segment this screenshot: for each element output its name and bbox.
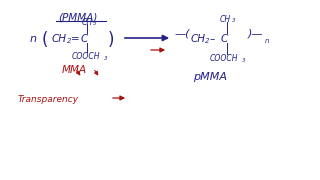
Text: CH: CH <box>220 15 231 24</box>
Text: COOCH: COOCH <box>210 54 238 63</box>
Text: COOCH: COOCH <box>72 52 100 61</box>
Text: C: C <box>81 34 88 44</box>
Text: 3: 3 <box>93 21 97 26</box>
Text: (: ( <box>42 31 48 49</box>
Text: —(: —( <box>175 28 190 38</box>
Text: CH: CH <box>52 34 67 44</box>
Text: CH: CH <box>82 18 93 27</box>
Text: n: n <box>30 34 37 44</box>
Text: 3: 3 <box>232 18 236 23</box>
Text: Transparency: Transparency <box>18 95 79 104</box>
Text: 3: 3 <box>242 58 245 63</box>
Text: pMMA: pMMA <box>193 72 227 82</box>
Text: –: – <box>209 34 214 44</box>
Text: C: C <box>221 34 228 44</box>
Text: ): ) <box>108 31 115 49</box>
Text: CH: CH <box>191 34 206 44</box>
Text: MMA: MMA <box>62 65 87 75</box>
Text: 3: 3 <box>104 56 108 61</box>
Text: 2: 2 <box>67 38 71 44</box>
Text: )—: )— <box>248 28 263 38</box>
Text: (PMMA): (PMMA) <box>58 12 97 22</box>
Text: 2: 2 <box>205 38 210 44</box>
Text: =: = <box>71 34 80 44</box>
Text: n: n <box>265 38 269 44</box>
